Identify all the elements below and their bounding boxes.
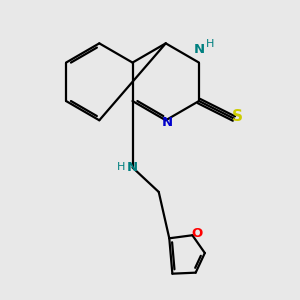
Text: H: H (206, 39, 214, 49)
Text: N: N (162, 116, 173, 128)
Text: O: O (191, 227, 202, 240)
Text: H: H (116, 163, 125, 172)
Text: N: N (194, 43, 205, 56)
Text: S: S (232, 109, 243, 124)
Text: N: N (127, 161, 138, 174)
